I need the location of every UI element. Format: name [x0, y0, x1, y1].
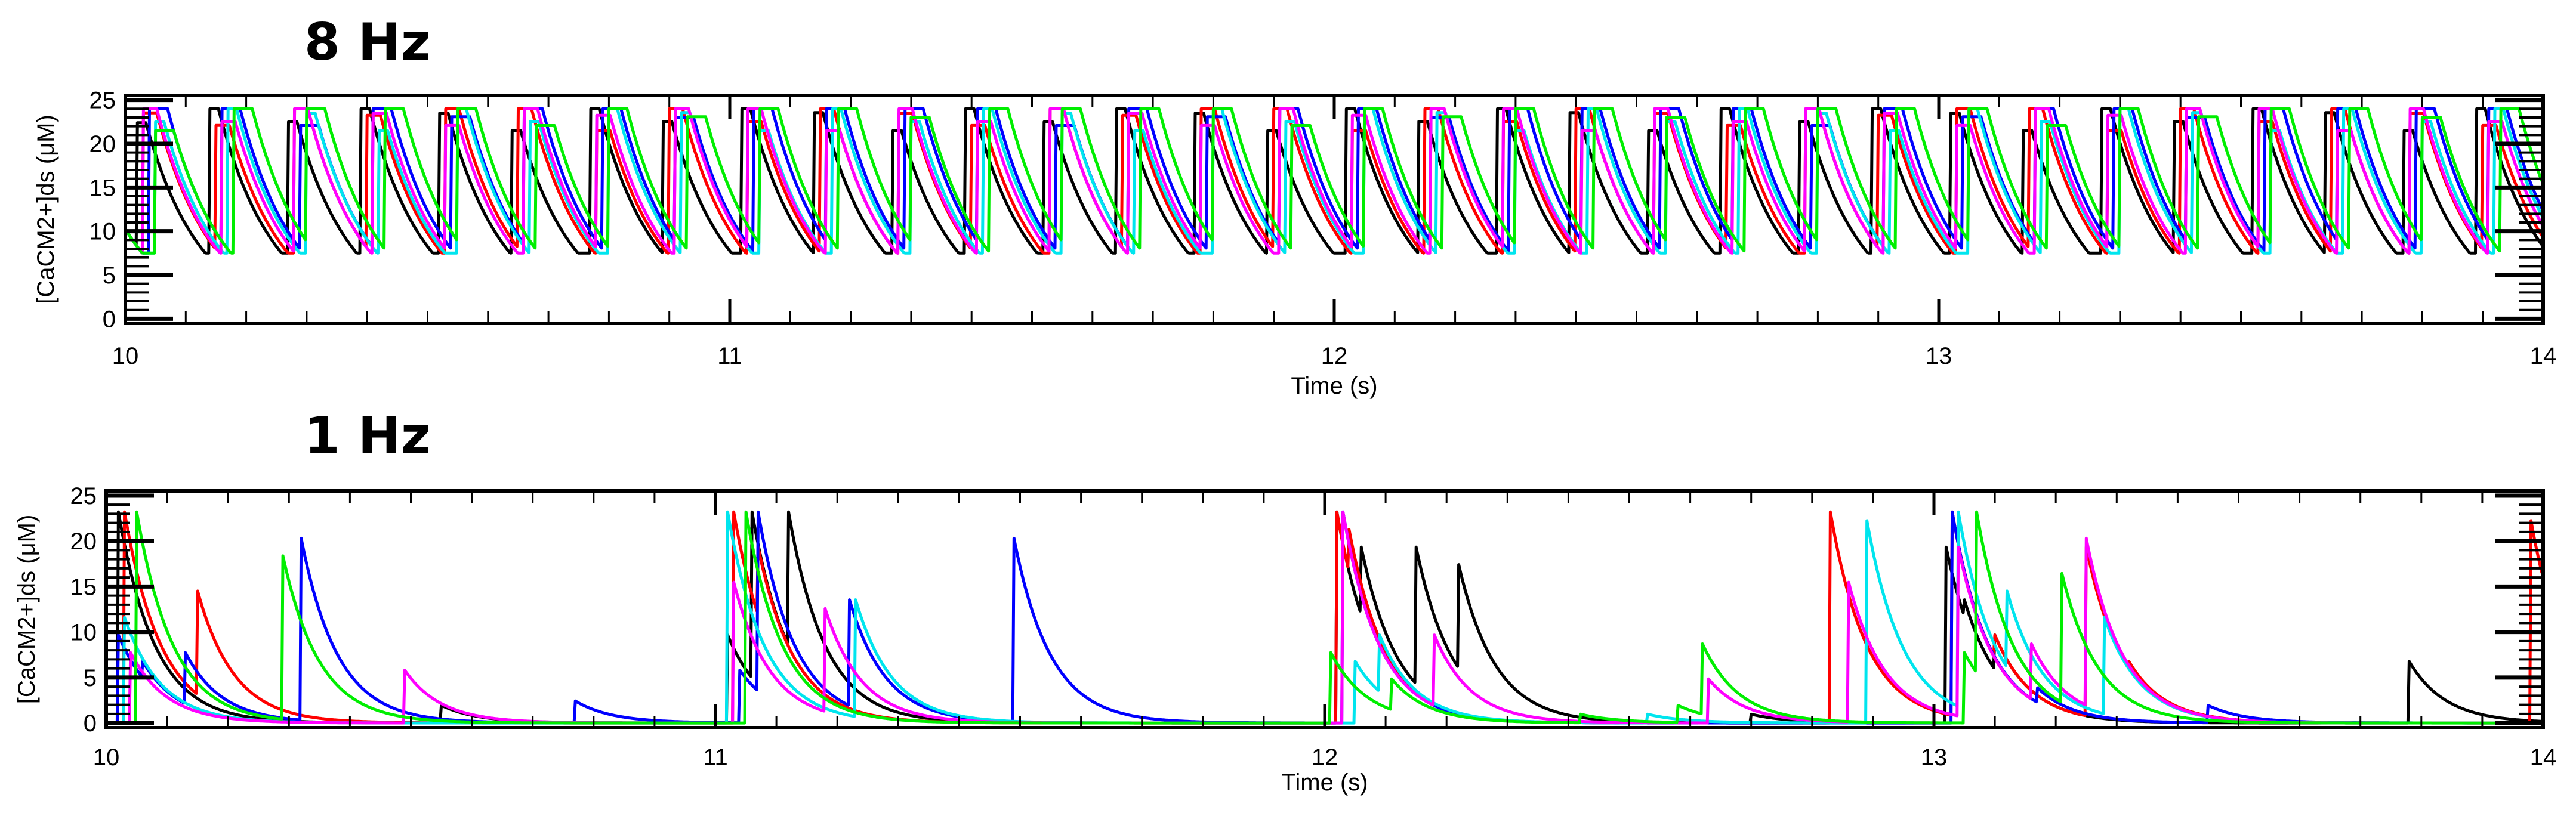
x-tick-label: 13	[1921, 744, 1948, 771]
x-tick-label: 14	[2530, 343, 2557, 369]
series-line-red	[106, 510, 2543, 725]
x-tick-label: 13	[1926, 343, 1952, 369]
series-line-green	[106, 510, 2543, 725]
y-axis-label: [CaCM2+]ds (μM)	[33, 115, 59, 304]
x-tick-label: 12	[1312, 744, 1338, 771]
x-tick-label: 12	[1321, 343, 1348, 369]
series-line-cyan	[106, 510, 2543, 725]
x-tick-label: 11	[717, 343, 742, 369]
series-line-blue	[106, 510, 2543, 725]
x-tick-label: 11	[703, 744, 728, 771]
y-tick-label: 5	[84, 665, 97, 691]
y-tick-label: 10	[70, 620, 97, 646]
series-line-magenta	[125, 107, 2543, 255]
panel-title: 1 Hz	[304, 406, 431, 466]
x-tick-label: 10	[93, 744, 120, 771]
x-axis-label: Time (s)	[1291, 373, 1377, 399]
y-tick-label: 20	[90, 131, 116, 157]
series-line-cyan	[125, 107, 2543, 255]
y-axis-label: [CaCM2+]ds (μM)	[14, 515, 40, 704]
x-tick-label: 10	[112, 343, 139, 369]
panel-8hz: 8 Hz 0 5 10 15 20 25 10 11 12 13 14 Time (s) [CaCM2+]…	[33, 13, 2556, 399]
series-line-black	[106, 510, 2543, 725]
series-group	[106, 510, 2543, 725]
y-tick-label: 15	[70, 574, 97, 600]
panel-1hz: 1 Hz 0 5 10 15 20 25 10 11 12 13 14 Time (s) [CaCM2+]…	[14, 406, 2556, 796]
y-tick-label: 5	[103, 262, 116, 289]
y-tick-label: 0	[84, 710, 97, 737]
y-tick-label: 10	[90, 219, 116, 245]
y-tick-label: 25	[70, 483, 97, 509]
y-tick-label: 0	[103, 306, 116, 332]
series-group	[125, 107, 2543, 255]
series-line-black	[125, 107, 2543, 255]
x-axis-label: Time (s)	[1281, 769, 1368, 796]
series-line-green	[125, 107, 2543, 255]
series-line-magenta	[106, 510, 2543, 725]
y-tick-label: 20	[70, 528, 97, 555]
panel-title: 8 Hz	[304, 13, 431, 72]
y-tick-label: 25	[90, 88, 116, 114]
plot-frame	[104, 489, 2545, 729]
x-tick-label: 14	[2530, 744, 2557, 771]
y-tick-label: 15	[90, 175, 116, 201]
